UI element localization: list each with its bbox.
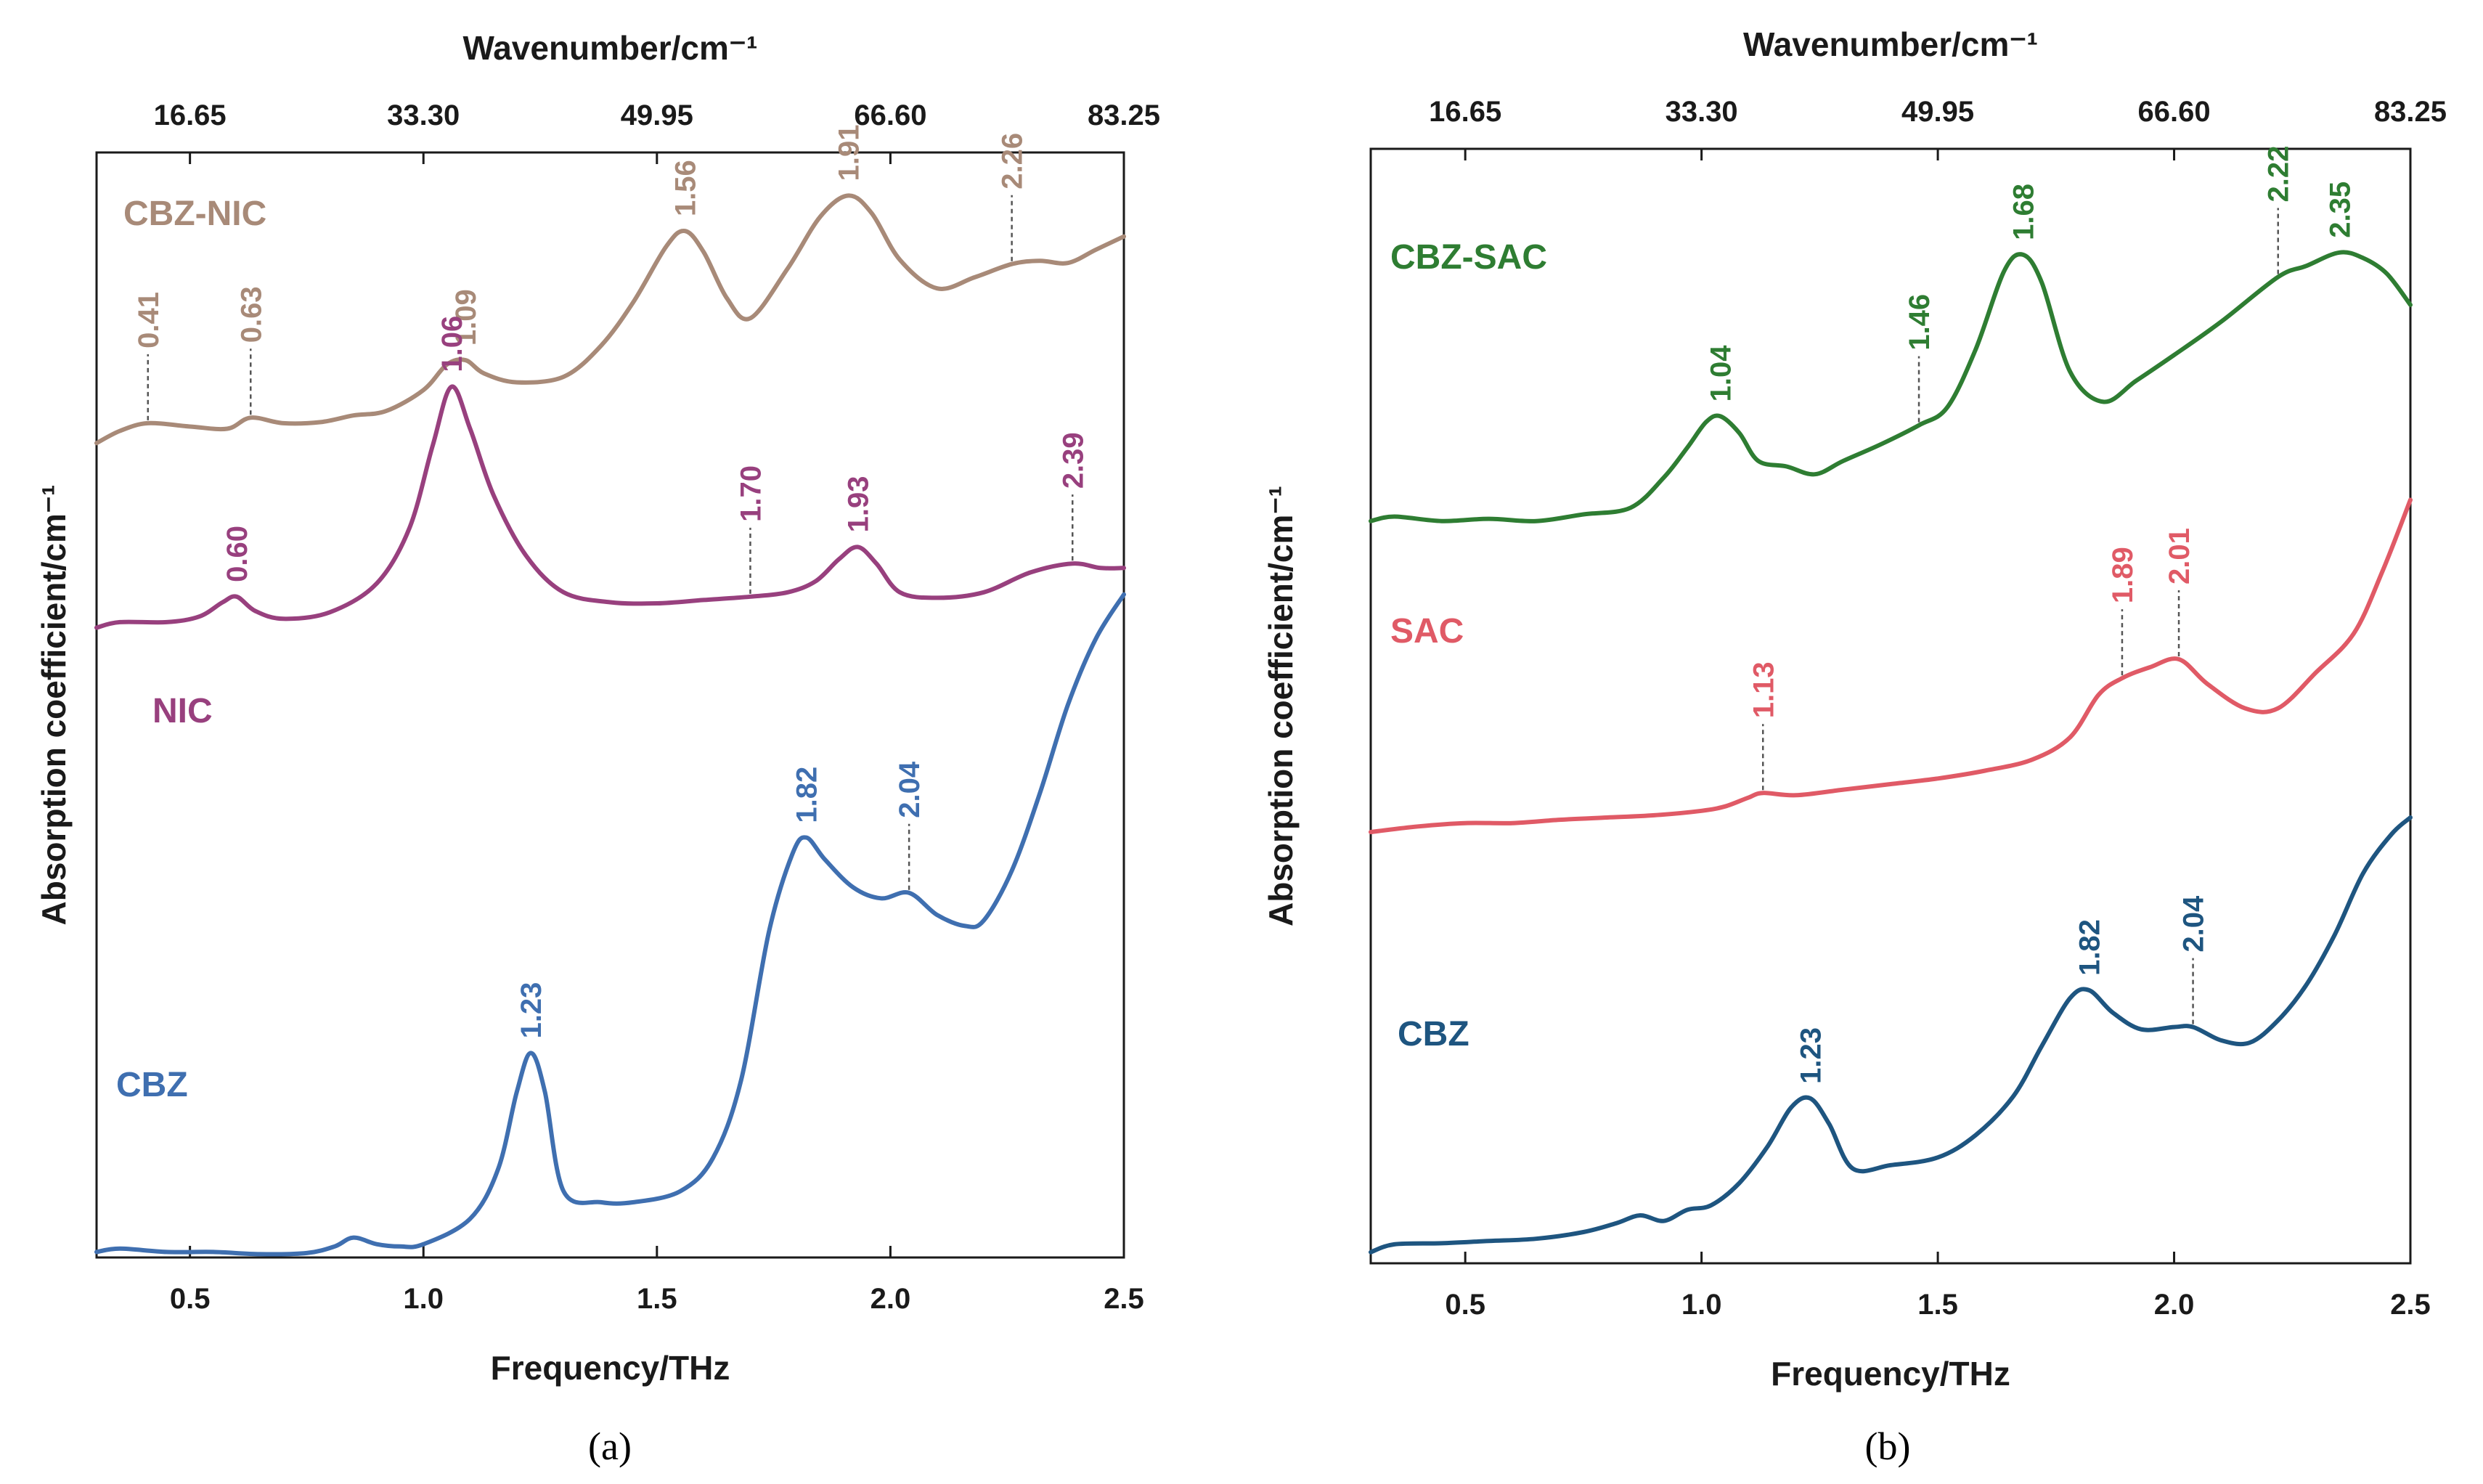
peak-label-cbz-nic: 1.09 [450,289,482,346]
x2-tick-label: 33.30 [387,99,460,131]
series-line-cbz-nic [94,193,1126,446]
peak-label-cbz: 1.23 [1795,1027,1827,1084]
peak-label-nic: 1.70 [735,465,767,522]
peak-label-nic: 1.93 [842,476,874,532]
x2-tick-label: 83.25 [1088,99,1160,131]
series-line-cbz [1369,815,2413,1255]
peak-label-cbz: 1.82 [791,767,823,823]
peak-label-cbz-nic: 0.41 [133,292,165,348]
peak-label-nic: 2.39 [1057,432,1089,489]
peak-label-cbz-sac: 1.68 [2007,184,2039,240]
plot-frame [1369,147,2412,1265]
peak-label-cbz-sac: 1.04 [1705,345,1737,402]
series-name-sac: SAC [1390,612,1464,651]
panel-b: 0.5 1.0 1.5 2.0 2.5 16.65 33.30 49.95 66.60 83.25… [1262,25,2447,1468]
peak-label-sac: 1.13 [1748,661,1779,718]
x-tick-label: 1.5 [637,1283,677,1315]
x-tick-label: 1.5 [1917,1289,1958,1321]
x-tick-label: 2.0 [2154,1289,2195,1321]
x-tick-label: 2.5 [1104,1283,1144,1315]
x-axis-title: Frequency/THz [1771,1355,2010,1393]
peak-label-cbz-sac: 2.35 [2324,182,2356,238]
series-line-cbz-sac [1369,250,2413,523]
x2-tick-label: 16.65 [1429,96,1501,128]
peak-label-cbz-sac: 2.22 [2263,146,2295,203]
x-tick-label: 2.0 [871,1283,911,1315]
peak-label-cbz: 2.04 [2178,895,2210,953]
peak-label-cbz-nic: 0.63 [235,286,267,343]
plot-frame [95,151,1125,1259]
x-tick-label: 1.0 [403,1283,444,1315]
x-tick-label: 0.5 [170,1283,211,1315]
peak-label-nic: 0.60 [221,526,253,582]
peak-label-cbz: 1.82 [2074,919,2105,976]
series-line-sac [1369,497,2413,834]
x2-axis-title: Wavenumber/cm⁻¹ [1743,25,2038,63]
x2-tick-label: 83.25 [2374,96,2447,128]
x2-tick-label: 49.95 [1901,96,1974,128]
panel-label: (b) [1865,1424,1911,1468]
y-axis-title: Absorption coefficient/cm⁻¹ [35,485,73,926]
series-name-cbz: CBZ [116,1066,188,1104]
x2-tick-label: 49.95 [621,99,693,131]
peak-label-cbz-nic: 1.91 [833,124,865,181]
x2-tick-label: 66.60 [2137,96,2210,128]
x-tick-label: 2.5 [2390,1289,2431,1321]
x2-tick-label: 66.60 [854,99,926,131]
series-name-cbz-sac: CBZ-SAC [1390,238,1547,277]
peak-label-cbz: 1.23 [515,982,547,1039]
x2-tick-label: 33.30 [1665,96,1738,128]
series-line-cbz [94,592,1126,1257]
y-axis-title: Absorption coefficient/cm⁻¹ [1262,486,1300,926]
peak-label-cbz: 2.04 [894,761,926,818]
peak-label-cbz-nic: 1.56 [669,160,701,216]
peak-label-nic: 1.06 [436,316,468,372]
x-tick-label: 1.0 [1681,1289,1722,1321]
x-tick-label: 0.5 [1445,1289,1485,1321]
peak-label-sac: 2.01 [2164,528,2195,584]
series-name-cbz-nic: CBZ-NIC [123,195,266,233]
peak-label-sac: 1.89 [2107,547,2139,603]
series-name-cbz: CBZ [1398,1015,1469,1053]
panel-label: (a) [588,1424,632,1468]
x-axis-title: Frequency/THz [491,1349,730,1387]
peak-label-cbz-nic: 2.26 [997,133,1029,189]
peak-label-cbz-sac: 1.46 [1904,294,1936,351]
series-line-nic [94,384,1126,630]
x2-axis-title: Wavenumber/cm⁻¹ [462,29,757,67]
series-name-nic: NIC [152,692,213,730]
x2-tick-label: 16.65 [154,99,227,131]
panel-a: 0.5 1.0 1.5 2.0 2.5 16.65 33.30 49.95 66.60 83.25… [35,29,1160,1468]
